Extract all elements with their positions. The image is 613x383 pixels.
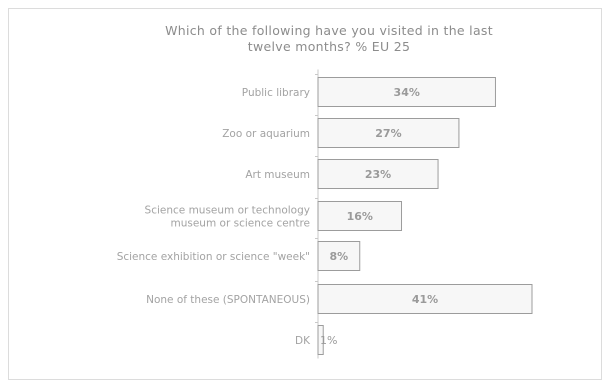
value-label: 16%: [347, 210, 373, 223]
value-label: 34%: [394, 86, 420, 99]
category-labels: Public library Zoo or aquarium Art museum S…: [117, 87, 311, 347]
bar: [317, 201, 403, 231]
category-label-line: Science museum or technology: [145, 205, 310, 217]
category-label: Art museum: [245, 169, 310, 181]
bar: [317, 159, 439, 189]
value-labels: 34% 27% 23% 16% 8% 41% 1%: [320, 86, 438, 347]
bar: [317, 77, 496, 107]
category-label: Science exhibition or science "week": [117, 251, 310, 263]
chart-title: Which of the following have you visited …: [165, 23, 493, 54]
category-label: Zoo or aquarium: [222, 128, 310, 140]
category-label: DK: [295, 335, 311, 347]
chart-title-line: twelve months? % EU 25: [248, 39, 410, 54]
category-label-line: museum or science centre: [170, 218, 310, 230]
bar: [317, 241, 361, 271]
category-label: Public library: [242, 87, 310, 99]
category-label-line: Public library: [242, 87, 310, 99]
chart-title-line: Which of the following have you visited …: [165, 23, 493, 38]
value-label: 27%: [375, 127, 401, 140]
category-label-line: DK: [295, 335, 311, 347]
bar-chart: Which of the following have you visited …: [117, 23, 533, 359]
category-label-line: Zoo or aquarium: [222, 128, 310, 140]
value-label: 23%: [365, 168, 391, 181]
category-label-line: Art museum: [245, 169, 310, 181]
chart-frame: Which of the following have you visited …: [8, 8, 602, 380]
category-label: None of these (SPONTANEOUS): [146, 294, 310, 306]
category-label-line: Science exhibition or science "week": [117, 251, 310, 263]
value-label: 8%: [330, 250, 349, 263]
category-label-line: None of these (SPONTANEOUS): [146, 294, 310, 306]
value-label: 41%: [412, 293, 438, 306]
bar: [317, 284, 533, 314]
bar: [317, 118, 460, 148]
value-label: 1%: [320, 334, 337, 347]
bar: [317, 325, 324, 355]
category-label: Science museum or technology museum or sc…: [145, 205, 310, 230]
bars: [315, 74, 533, 355]
